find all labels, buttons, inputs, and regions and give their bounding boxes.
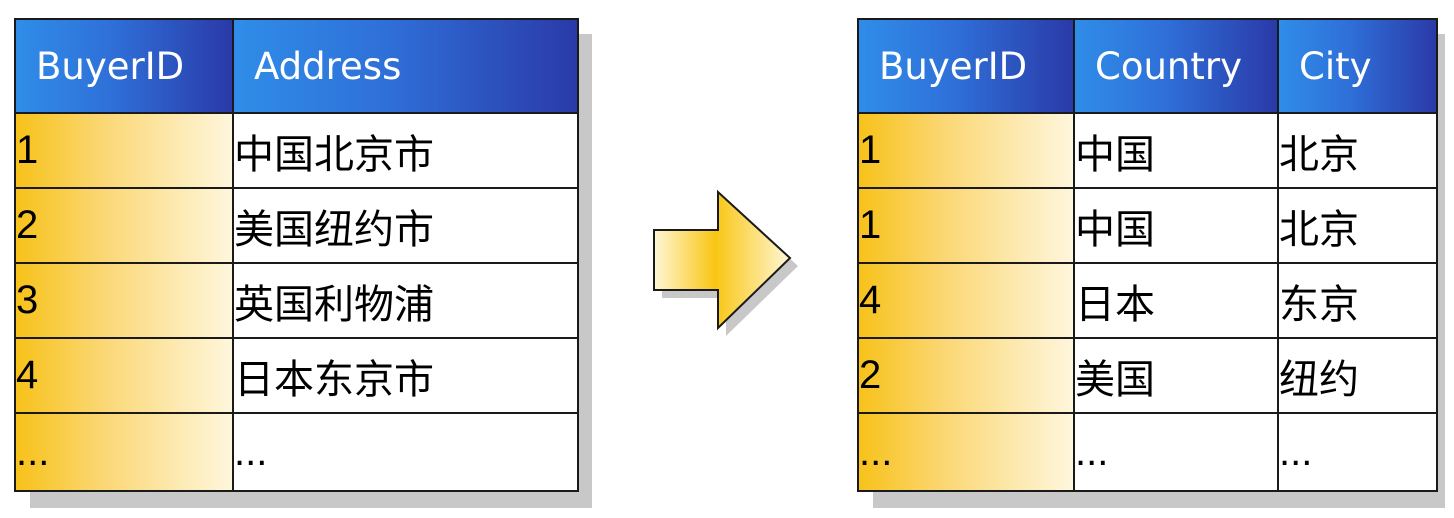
right-country-cell: 中国 xyxy=(1073,187,1279,264)
table-row: 1 中国北京市 xyxy=(14,112,579,189)
right-buyerid-cell: 1 xyxy=(857,187,1075,264)
table-row: 2 美国 纽约 xyxy=(857,337,1438,414)
right-city-cell: 北京 xyxy=(1277,187,1438,264)
left-buyerid-cell: 1 xyxy=(14,112,234,189)
left-address-cell: 英国利物浦 xyxy=(232,262,579,339)
right-city-cell: 纽约 xyxy=(1277,337,1438,414)
left-address-cell: 中国北京市 xyxy=(232,112,579,189)
right-city-cell: 东京 xyxy=(1277,262,1438,339)
table-row: 1 中国 北京 xyxy=(857,187,1438,264)
left-address-cell: 日本东京市 xyxy=(232,337,579,414)
table-row: 3 英国利物浦 xyxy=(14,262,579,339)
right-country-cell: 中国 xyxy=(1073,112,1279,189)
right-header-country: Country xyxy=(1073,18,1279,114)
left-buyerid-cell: 3 xyxy=(14,262,234,339)
left-table-header-row: BuyerID Address xyxy=(14,18,579,114)
left-buyerid-cell: ... xyxy=(14,412,234,492)
left-table: BuyerID Address 1 中国北京市 2 美国纽约市 3 英国利物浦 … xyxy=(14,18,579,492)
table-row: 1 中国 北京 xyxy=(857,112,1438,189)
right-buyerid-cell: 1 xyxy=(857,112,1075,189)
table-row: 4 日本 东京 xyxy=(857,262,1438,339)
left-header-buyerid: BuyerID xyxy=(14,18,234,114)
left-address-cell: ... xyxy=(232,412,579,492)
table-row: ... ... xyxy=(14,412,579,492)
right-country-cell: 日本 xyxy=(1073,262,1279,339)
table-row: 2 美国纽约市 xyxy=(14,187,579,264)
table-row: ... ... ... xyxy=(857,412,1438,492)
right-country-cell: ... xyxy=(1073,412,1279,492)
table-row: 4 日本东京市 xyxy=(14,337,579,414)
right-header-city: City xyxy=(1277,18,1438,114)
right-buyerid-cell: 2 xyxy=(857,337,1075,414)
right-city-cell: 北京 xyxy=(1277,112,1438,189)
left-address-cell: 美国纽约市 xyxy=(232,187,579,264)
right-table: BuyerID Country City 1 中国 北京 1 中国 北京 4 日… xyxy=(857,18,1438,492)
right-arrow-icon xyxy=(653,189,798,336)
right-buyerid-cell: 4 xyxy=(857,262,1075,339)
left-buyerid-cell: 2 xyxy=(14,187,234,264)
right-country-cell: 美国 xyxy=(1073,337,1279,414)
right-buyerid-cell: ... xyxy=(857,412,1075,492)
right-table-header-row: BuyerID Country City xyxy=(857,18,1438,114)
left-header-address: Address xyxy=(232,18,579,114)
right-city-cell: ... xyxy=(1277,412,1438,492)
right-header-buyerid: BuyerID xyxy=(857,18,1075,114)
left-buyerid-cell: 4 xyxy=(14,337,234,414)
